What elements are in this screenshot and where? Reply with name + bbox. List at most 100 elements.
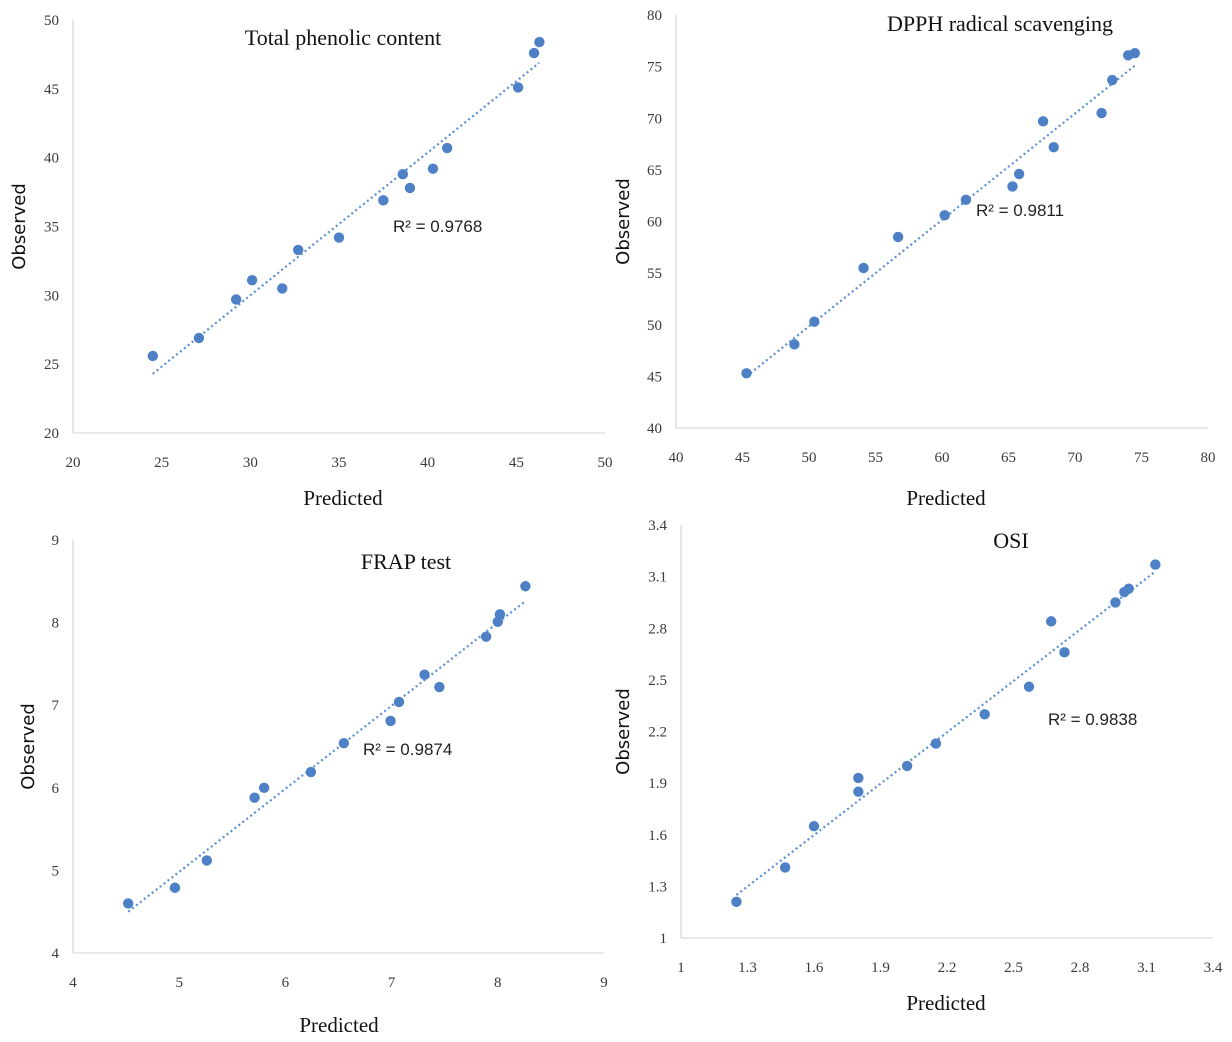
- data-point: [434, 681, 445, 693]
- y-tick-label: 60: [647, 215, 662, 231]
- data-point: [293, 244, 304, 256]
- data-point: [1129, 48, 1141, 59]
- x-tick-label: 20: [66, 455, 81, 471]
- data-point: [427, 163, 439, 174]
- data-point: [858, 262, 869, 274]
- y-axis-label: Observed: [613, 178, 634, 265]
- data-point: [731, 896, 742, 908]
- x-axis-label: Predicted: [303, 486, 383, 510]
- x-tick-label: 70: [1068, 450, 1083, 466]
- x-tick-label: 5: [175, 975, 183, 991]
- r-squared-label: R² = 0.9874: [363, 740, 452, 759]
- data-point: [892, 231, 904, 243]
- data-point: [385, 715, 396, 727]
- data-point: [258, 782, 270, 793]
- data-point: [404, 182, 416, 194]
- y-tick-label: 50: [44, 13, 59, 29]
- data-point: [1107, 74, 1118, 86]
- data-point: [338, 737, 350, 749]
- y-tick-label: 1: [660, 931, 668, 947]
- chart-title: FRAP test: [361, 549, 451, 574]
- data-point: [1048, 141, 1059, 153]
- data-point: [494, 609, 506, 620]
- y-tick-label: 1.9: [648, 776, 667, 792]
- data-point: [1045, 616, 1057, 627]
- x-tick-label: 45: [509, 455, 524, 471]
- x-tick-label: 40: [420, 455, 435, 471]
- data-point: [393, 696, 405, 708]
- data-point: [789, 339, 800, 350]
- data-point: [147, 350, 158, 362]
- x-tick-label: 50: [802, 450, 817, 466]
- y-tick-label: 45: [647, 369, 662, 385]
- y-tick-label: 25: [44, 357, 59, 373]
- data-point: [809, 316, 820, 327]
- data-point: [1037, 116, 1049, 127]
- data-point: [528, 47, 540, 59]
- y-tick-label: 6: [52, 781, 60, 797]
- r-squared-label: R² = 0.9811: [976, 201, 1064, 220]
- chart-osi: 1 1.3 1.6 1.9 2.2 2.5 2.8 3.1 3.4 1 1.3 1.6 1.9 2.2 2.…: [613, 518, 1223, 1015]
- x-tick-label: 9: [600, 975, 608, 991]
- y-tick-label: 9: [52, 533, 60, 549]
- y-tick-label: 45: [44, 82, 59, 98]
- y-tick-label: 2.2: [648, 725, 667, 741]
- chart-dpph: 40 45 50 55 60 65 70 75 80 40 45 50 55 60 65 70 75 80 DPPH…: [613, 8, 1216, 510]
- data-point: [741, 368, 752, 379]
- x-tick-label: 80: [1201, 450, 1216, 466]
- data-point: [1007, 181, 1018, 192]
- data-point: [246, 274, 258, 286]
- data-point: [419, 669, 430, 680]
- y-tick-label: 30: [44, 288, 59, 304]
- data-point: [939, 210, 950, 221]
- y-tick-label: 55: [647, 266, 662, 282]
- data-point: [169, 882, 181, 893]
- data-point: [193, 332, 205, 344]
- data-point: [1023, 681, 1035, 692]
- x-tick-label: 3.4: [1204, 960, 1223, 976]
- y-tick-label: 5: [52, 863, 60, 879]
- x-tick-label: 1.3: [738, 960, 757, 976]
- data-point: [378, 195, 389, 206]
- data-point: [512, 82, 524, 93]
- r-squared-label: R² = 0.9768: [393, 217, 482, 236]
- y-tick-label: 75: [647, 60, 662, 76]
- chart-title: OSI: [993, 528, 1028, 553]
- x-tick-label: 2.5: [1004, 960, 1023, 976]
- data-point: [853, 786, 864, 797]
- data-point: [1110, 597, 1121, 608]
- data-point: [808, 820, 820, 832]
- y-axis-label: Observed: [613, 688, 634, 775]
- x-axis-label: Predicted: [299, 1013, 379, 1037]
- data-point: [779, 862, 791, 873]
- y-tick-label: 1.6: [648, 828, 667, 844]
- data-point: [853, 772, 864, 784]
- x-tick-label: 1.6: [805, 960, 824, 976]
- x-tick-label: 30: [243, 455, 258, 471]
- data-point: [249, 792, 260, 803]
- x-tick-label: 65: [1001, 450, 1016, 466]
- data-point: [1059, 647, 1070, 658]
- x-tick-label: 75: [1134, 450, 1149, 466]
- y-axis-label: Observed: [9, 183, 30, 270]
- data-point: [333, 232, 345, 243]
- x-tick-label: 45: [735, 450, 750, 466]
- data-point: [201, 855, 213, 866]
- x-axis-label: Predicted: [906, 486, 986, 510]
- data-point: [305, 766, 317, 778]
- data-point: [1096, 107, 1107, 119]
- x-tick-label: 8: [494, 975, 502, 991]
- data-point: [480, 631, 492, 642]
- data-point: [901, 760, 913, 772]
- data-point: [441, 142, 453, 154]
- x-axis-label: Predicted: [906, 991, 986, 1015]
- y-tick-label: 1.3: [648, 879, 667, 895]
- y-tick-label: 80: [647, 8, 662, 24]
- y-tick-label: 35: [44, 220, 59, 236]
- y-tick-label: 40: [44, 151, 59, 167]
- x-tick-label: 3.1: [1137, 960, 1156, 976]
- data-point: [979, 709, 990, 720]
- data-point: [520, 581, 531, 592]
